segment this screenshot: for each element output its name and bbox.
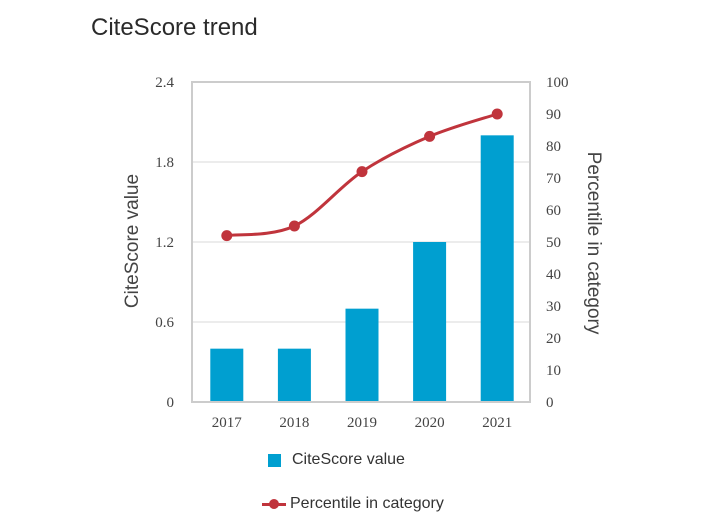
x-tick-label: 2019 (347, 415, 377, 431)
x-tick-label: 2020 (415, 415, 445, 431)
y2-tick-label: 10 (546, 363, 561, 379)
chart-title: CiteScore trend (91, 14, 258, 41)
y2-tick-label: 60 (546, 203, 561, 219)
bar-2019 (345, 308, 379, 402)
y-tick-label: 0.6 (155, 315, 174, 331)
legend-line-label: Percentile in category (290, 495, 444, 512)
bar-2020 (413, 242, 447, 402)
y2-tick-label: 90 (546, 107, 561, 123)
bar-2018 (277, 348, 311, 402)
plot-frame (191, 81, 531, 403)
percentile-point-2017 (221, 230, 233, 242)
x-axis-ticks: 2017 2018 2019 2020 2021 (212, 415, 512, 431)
y-tick-label: 0 (167, 395, 175, 411)
left-axis-ticks: 0 0.6 1.2 1.8 2.4 (155, 75, 174, 411)
bars (210, 135, 514, 403)
legend-line-swatch (262, 498, 286, 510)
percentile-point-2020 (424, 130, 436, 142)
legend-bar-label: CiteScore value (292, 451, 405, 468)
y2-tick-label: 80 (546, 139, 561, 155)
percentile-point-2019 (356, 166, 368, 178)
y2-tick-label: 70 (546, 171, 561, 187)
y2-tick-label: 50 (546, 235, 561, 251)
y-tick-label: 1.8 (155, 155, 174, 171)
y2-tick-label: 100 (546, 75, 569, 91)
x-tick-label: 2018 (279, 415, 309, 431)
gridlines (192, 161, 530, 323)
legend-item-bar: CiteScore value (268, 451, 405, 469)
y-axis-title: CiteScore value (122, 174, 143, 308)
legend-bar-swatch (268, 453, 281, 467)
y2-tick-label: 20 (546, 331, 561, 347)
y2-tick-label: 40 (546, 267, 561, 283)
percentile-point-2018 (288, 220, 300, 232)
right-axis-ticks: 0 10 20 30 40 50 60 70 80 90 100 (546, 75, 569, 411)
y-tick-label: 2.4 (155, 75, 174, 91)
bar-2021 (480, 135, 514, 403)
y2-tick-label: 0 (546, 395, 554, 411)
x-tick-label: 2017 (212, 415, 243, 431)
bar-2017 (210, 348, 244, 402)
percentile-line-group (221, 108, 503, 242)
y2-axis-title: Percentile in category (583, 152, 604, 335)
legend-item-line: Percentile in category (262, 495, 444, 513)
y-tick-label: 1.2 (155, 235, 174, 251)
percentile-point-2021 (491, 108, 503, 120)
x-tick-label: 2021 (482, 415, 512, 431)
y2-tick-label: 30 (546, 299, 561, 315)
